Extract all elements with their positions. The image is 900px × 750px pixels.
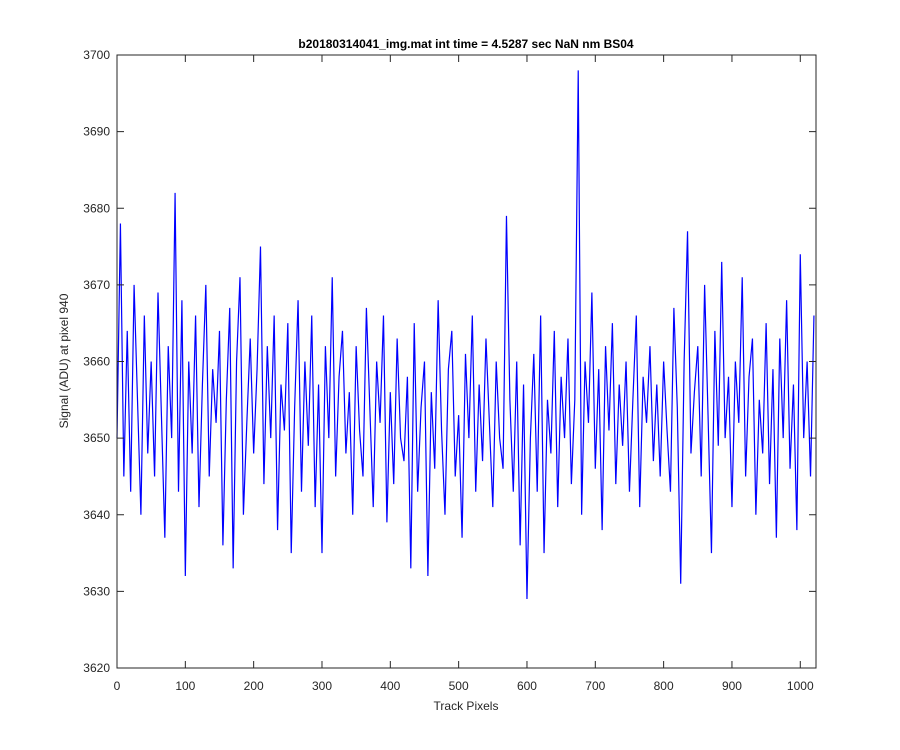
x-tick-label: 1000 bbox=[787, 679, 814, 693]
x-tick-label: 600 bbox=[517, 679, 537, 693]
x-tick-label: 400 bbox=[380, 679, 400, 693]
x-axis-label: Track Pixels bbox=[434, 699, 499, 713]
y-tick-label: 3700 bbox=[83, 48, 110, 62]
x-tick-label: 700 bbox=[585, 679, 605, 693]
y-tick-label: 3660 bbox=[83, 355, 110, 369]
x-tick-label: 800 bbox=[654, 679, 674, 693]
y-tick-label: 3620 bbox=[83, 661, 110, 675]
y-axis-label: Signal (ADU) at pixel 940 bbox=[57, 293, 71, 428]
x-tick-label: 300 bbox=[312, 679, 332, 693]
y-tick-label: 3670 bbox=[83, 278, 110, 292]
x-tick-label: 900 bbox=[722, 679, 742, 693]
data-line bbox=[116, 70, 815, 600]
y-tick-label: 3650 bbox=[83, 431, 110, 445]
chart-title: b20180314041_img.mat int time = 4.5287 s… bbox=[298, 37, 634, 51]
x-tick-label: 200 bbox=[244, 679, 264, 693]
y-tick-label: 3680 bbox=[83, 201, 110, 215]
x-tick-label: 100 bbox=[175, 679, 195, 693]
y-tick-label: 3690 bbox=[83, 125, 110, 139]
y-tick-label: 3640 bbox=[83, 508, 110, 522]
y-tick-label: 3630 bbox=[83, 584, 110, 598]
x-tick-label: 500 bbox=[449, 679, 469, 693]
x-tick-label: 0 bbox=[114, 679, 121, 693]
